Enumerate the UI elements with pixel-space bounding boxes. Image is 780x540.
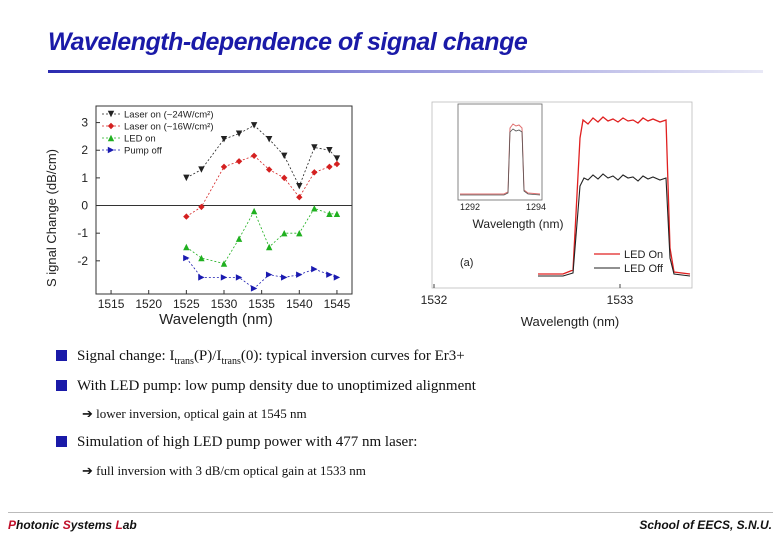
data-point bbox=[183, 174, 190, 182]
y-tick-label: 2 bbox=[81, 143, 88, 157]
y-tick-label: -2 bbox=[77, 254, 88, 268]
data-point bbox=[281, 229, 288, 237]
data-point bbox=[296, 182, 303, 190]
inset-trace-black bbox=[460, 128, 541, 196]
legend-label-led-on: LED On bbox=[624, 249, 663, 261]
bullet-item: Simulation of high LED pump power with 4… bbox=[56, 434, 417, 451]
x-tick-label: 1520 bbox=[135, 297, 162, 311]
x-tick-label: 1525 bbox=[173, 297, 200, 311]
data-point bbox=[198, 254, 205, 262]
inset-tick-2: 1294 bbox=[526, 202, 546, 212]
data-point bbox=[250, 207, 258, 215]
legend-marker bbox=[107, 134, 115, 142]
data-point bbox=[311, 205, 318, 212]
bullet-item: Signal change: Itrans(P)/Itrans(0): typi… bbox=[56, 348, 465, 367]
data-point bbox=[183, 243, 190, 251]
data-point bbox=[198, 166, 205, 173]
data-point bbox=[311, 144, 318, 151]
y-tick-label: -1 bbox=[77, 226, 88, 240]
x-tick-label: 1540 bbox=[286, 297, 313, 311]
data-point bbox=[296, 194, 303, 201]
data-point bbox=[333, 274, 341, 281]
data-point bbox=[235, 235, 243, 242]
spectrum-tick-1: 1532 bbox=[421, 293, 448, 307]
data-point bbox=[333, 160, 341, 168]
data-point bbox=[250, 152, 258, 159]
data-point bbox=[235, 130, 243, 137]
x-tick-label: 1530 bbox=[211, 297, 238, 311]
data-point bbox=[235, 274, 243, 281]
data-point bbox=[281, 174, 288, 182]
transmission-spectrum-chart: 1292 1294 Wavelength (nm) 1532 1533 Wave… bbox=[421, 101, 693, 329]
bullet-square-icon bbox=[56, 436, 67, 447]
data-point bbox=[296, 271, 303, 278]
data-point bbox=[326, 147, 333, 154]
data-point bbox=[250, 285, 258, 292]
data-point bbox=[311, 265, 318, 273]
data-point bbox=[220, 274, 228, 281]
data-point bbox=[265, 271, 273, 278]
arrow-right-icon: ➔ bbox=[82, 463, 97, 478]
title-underline bbox=[48, 70, 763, 73]
legend-label: Pump off bbox=[124, 146, 162, 157]
led-on-trace bbox=[538, 116, 691, 275]
data-point bbox=[265, 243, 273, 251]
footer-divider bbox=[8, 512, 773, 513]
inset-x-axis-label: Wavelength (nm) bbox=[473, 217, 564, 231]
panel-label: (a) bbox=[460, 257, 473, 269]
data-point bbox=[281, 152, 288, 159]
spectrum-x-axis-label: Wavelength (nm) bbox=[521, 314, 620, 329]
signal-change-chart: 1515 1520 1525 1530 1535 1540 1545 3 2 1 0 -1 -2 Las… bbox=[44, 105, 353, 328]
data-point bbox=[220, 135, 228, 143]
sub-point: ➔ lower inversion, optical gain at 1545 … bbox=[82, 406, 307, 421]
data-point bbox=[235, 158, 243, 165]
footer-lab-name: Photonic Systems Lab bbox=[8, 518, 137, 532]
arrow-right-icon: ➔ bbox=[82, 406, 97, 421]
spectrum-tick-2: 1533 bbox=[607, 293, 634, 307]
inset-tick-1: 1292 bbox=[460, 202, 480, 212]
data-point bbox=[198, 274, 205, 281]
inset-plot-area bbox=[457, 103, 543, 201]
data-point bbox=[183, 213, 190, 220]
data-point bbox=[265, 166, 273, 173]
legend-label: Laser on (~24W/cm²) bbox=[124, 110, 214, 121]
data-point bbox=[326, 163, 333, 171]
slide-title: Wavelength-dependence of signal change bbox=[48, 28, 528, 56]
x-tick-label: 1535 bbox=[248, 297, 275, 311]
bullet-square-icon bbox=[56, 350, 67, 361]
y-tick-label: 1 bbox=[81, 171, 88, 185]
data-point bbox=[220, 260, 228, 267]
data-point bbox=[311, 169, 318, 176]
data-point bbox=[265, 135, 273, 143]
data-point bbox=[220, 163, 228, 171]
bullet-item: With LED pump: low pump density due to u… bbox=[56, 378, 476, 395]
y-tick-label: 0 bbox=[81, 199, 88, 213]
data-point bbox=[198, 203, 205, 211]
data-point bbox=[250, 122, 258, 129]
data-point bbox=[183, 254, 190, 262]
data-point bbox=[281, 274, 288, 281]
chart-x-axis-label: Wavelength (nm) bbox=[159, 311, 273, 328]
x-tick-label: 1545 bbox=[324, 297, 351, 311]
legend-label-led-off: LED Off bbox=[624, 263, 664, 275]
legend-label: LED on bbox=[124, 134, 156, 145]
data-point bbox=[333, 155, 341, 162]
chart-y-axis-label: S ignal Change (dB/cm) bbox=[44, 149, 59, 287]
legend-marker bbox=[107, 110, 115, 118]
led-off-trace bbox=[538, 173, 691, 277]
legend-marker bbox=[107, 146, 115, 154]
data-point bbox=[326, 210, 333, 218]
sub-point: ➔ full inversion with 3 dB/cm optical ga… bbox=[82, 463, 366, 478]
legend-marker bbox=[107, 122, 115, 130]
legend-label: Laser on (~16W/cm²) bbox=[124, 122, 214, 133]
data-point bbox=[296, 229, 303, 237]
footer-school-name: School of EECS, S.N.U. bbox=[639, 518, 772, 532]
data-point bbox=[326, 271, 333, 278]
bullet-square-icon bbox=[56, 380, 67, 391]
y-tick-label: 3 bbox=[81, 116, 88, 130]
inset-trace-red bbox=[460, 123, 541, 195]
x-tick-label: 1515 bbox=[98, 297, 125, 311]
data-point bbox=[333, 210, 341, 218]
